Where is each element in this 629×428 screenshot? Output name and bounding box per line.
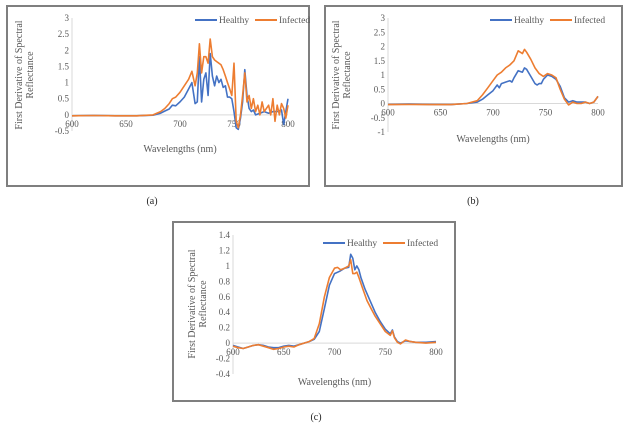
y-tick-label: -0.4 bbox=[216, 369, 231, 379]
x-tick-label: 650 bbox=[277, 347, 291, 357]
y-tick-label: 0 bbox=[65, 110, 70, 120]
y-tick-label: 0.4 bbox=[219, 307, 231, 317]
x-tick-label: 600 bbox=[226, 347, 240, 357]
y-tick-label: 0.5 bbox=[374, 84, 386, 94]
y-tick-label: 3 bbox=[381, 13, 386, 23]
legend-label-healthy: Healthy bbox=[347, 239, 377, 249]
x-tick-label: 750 bbox=[227, 119, 241, 129]
y-axis-title: First Derivative of SpectralReflectance bbox=[14, 20, 36, 129]
chart-frame-a bbox=[6, 5, 310, 187]
panel-label-b: (b) bbox=[467, 196, 479, 207]
x-axis-title: Wavelengths (nm) bbox=[143, 144, 216, 155]
y-tick-label: 0 bbox=[381, 99, 386, 109]
chart-frame-c bbox=[172, 221, 456, 402]
chart-c: -0.4 -0.2 0 0.2 0.4 0.6 0.8 1 1.2 1.4 600 650 700 750… bbox=[187, 230, 443, 388]
y-axis-title-line: First Derivative of Spectral bbox=[14, 20, 25, 129]
y-tick-label: 0.2 bbox=[219, 323, 230, 333]
y-tick-label: 2 bbox=[65, 45, 70, 55]
y-tick-label: 1.2 bbox=[219, 245, 230, 255]
x-tick-label: 800 bbox=[591, 108, 605, 118]
x-tick-label: 800 bbox=[429, 347, 443, 357]
y-tick-label: -0.2 bbox=[216, 354, 230, 364]
legend-label-infected: Infected bbox=[407, 238, 438, 249]
y-axis-title-line: Reflectance bbox=[342, 51, 353, 99]
y-axis-title: First Derivative of SpectralReflectance bbox=[187, 249, 209, 358]
legend-label-healthy: Healthy bbox=[514, 16, 544, 26]
x-tick-label: 750 bbox=[539, 108, 553, 118]
series-line-healthy bbox=[71, 52, 289, 131]
series-line-infected bbox=[71, 38, 289, 129]
y-tick-label: 2.5 bbox=[58, 29, 70, 39]
legend-label-healthy: Healthy bbox=[219, 16, 249, 26]
legend-label-infected: Infected bbox=[574, 15, 605, 26]
x-tick-label: 800 bbox=[281, 119, 295, 129]
y-axis-title-line: First Derivative of Spectral bbox=[331, 20, 342, 129]
y-tick-label: 0.8 bbox=[219, 276, 231, 286]
x-axis-title: Wavelengths (nm) bbox=[456, 134, 529, 145]
y-tick-label: 2.5 bbox=[374, 27, 386, 37]
y-tick-label: 1.5 bbox=[374, 56, 386, 66]
y-tick-label: 0 bbox=[226, 338, 231, 348]
panel-label-a: (a) bbox=[146, 196, 158, 207]
x-tick-label: 700 bbox=[328, 347, 342, 357]
series-line-infected bbox=[232, 258, 437, 351]
y-axis-title: First Derivative of SpectralReflectance bbox=[331, 20, 353, 129]
panel-label-c: (c) bbox=[310, 412, 322, 423]
x-tick-label: 600 bbox=[65, 119, 79, 129]
y-tick-label: 3 bbox=[65, 13, 70, 23]
series-line-infected bbox=[387, 48, 599, 106]
y-tick-label: 0.6 bbox=[219, 292, 231, 302]
y-tick-label: -0.5 bbox=[371, 113, 386, 123]
y-tick-label: 1.4 bbox=[219, 230, 231, 240]
x-tick-label: 650 bbox=[119, 119, 133, 129]
y-tick-label: -0.5 bbox=[55, 126, 70, 136]
x-tick-label: 700 bbox=[173, 119, 187, 129]
y-axis-title-line: Reflectance bbox=[198, 280, 209, 328]
chart-a: -0.5 0 0.5 1 1.5 2 2.5 3 600 650 700 750 800 Waveleng… bbox=[14, 13, 310, 155]
y-tick-label: 1 bbox=[381, 70, 386, 80]
x-axis-title: Wavelengths (nm) bbox=[298, 377, 371, 388]
chart-frame-b bbox=[324, 5, 623, 187]
y-tick-label: 1 bbox=[226, 261, 231, 271]
chart-b: -1 -0.5 0 0.5 1 1.5 2 2.5 3 600 650 700 750 800 Wavele… bbox=[331, 13, 605, 145]
y-tick-label: 1 bbox=[65, 78, 70, 88]
legend-label-infected: Infected bbox=[279, 15, 310, 26]
x-tick-label: 700 bbox=[486, 108, 500, 118]
x-tick-label: 750 bbox=[379, 347, 393, 357]
y-tick-label: 1.5 bbox=[58, 61, 70, 71]
x-tick-label: 650 bbox=[434, 108, 448, 118]
x-tick-label: 600 bbox=[381, 108, 395, 118]
y-tick-label: 0.5 bbox=[58, 94, 70, 104]
y-tick-label: -1 bbox=[378, 127, 386, 137]
y-axis-title-line: First Derivative of Spectral bbox=[187, 249, 198, 358]
y-axis-title-line: Reflectance bbox=[25, 51, 36, 99]
y-tick-label: 2 bbox=[381, 42, 386, 52]
series-line-healthy bbox=[387, 67, 599, 106]
